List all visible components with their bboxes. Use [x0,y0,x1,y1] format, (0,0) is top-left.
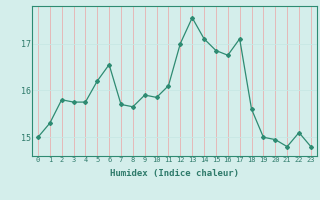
X-axis label: Humidex (Indice chaleur): Humidex (Indice chaleur) [110,169,239,178]
